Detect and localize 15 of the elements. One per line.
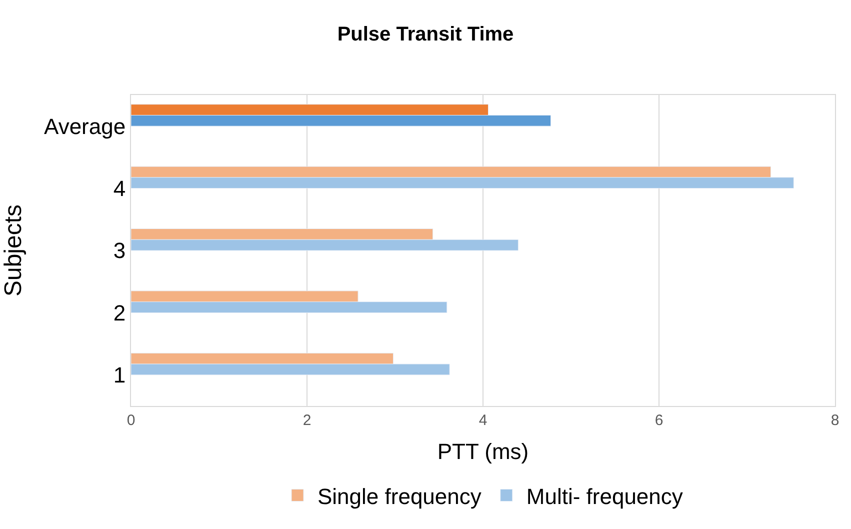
- x-tick-label: 0: [126, 412, 136, 429]
- x-tick-label: 2: [302, 412, 312, 429]
- legend-label: Multi- frequency: [526, 484, 683, 509]
- x-tick-label: 4: [478, 412, 488, 429]
- x-tick-label: 8: [830, 412, 840, 429]
- x-axis-title: PTT (ms): [437, 438, 529, 464]
- y-tick-label: 4: [113, 176, 126, 201]
- y-tick-label: 1: [113, 362, 126, 388]
- y-tick-label: 3: [113, 238, 126, 264]
- x-tick-label: 6: [654, 412, 664, 429]
- y-tick-label: 2: [113, 300, 126, 326]
- y-axis-title: Subjects: [0, 204, 28, 297]
- y-tick-label: Average: [44, 114, 126, 139]
- chart-title: Pulse Transit Time: [337, 23, 514, 46]
- legend-label: Single frequency: [318, 484, 482, 509]
